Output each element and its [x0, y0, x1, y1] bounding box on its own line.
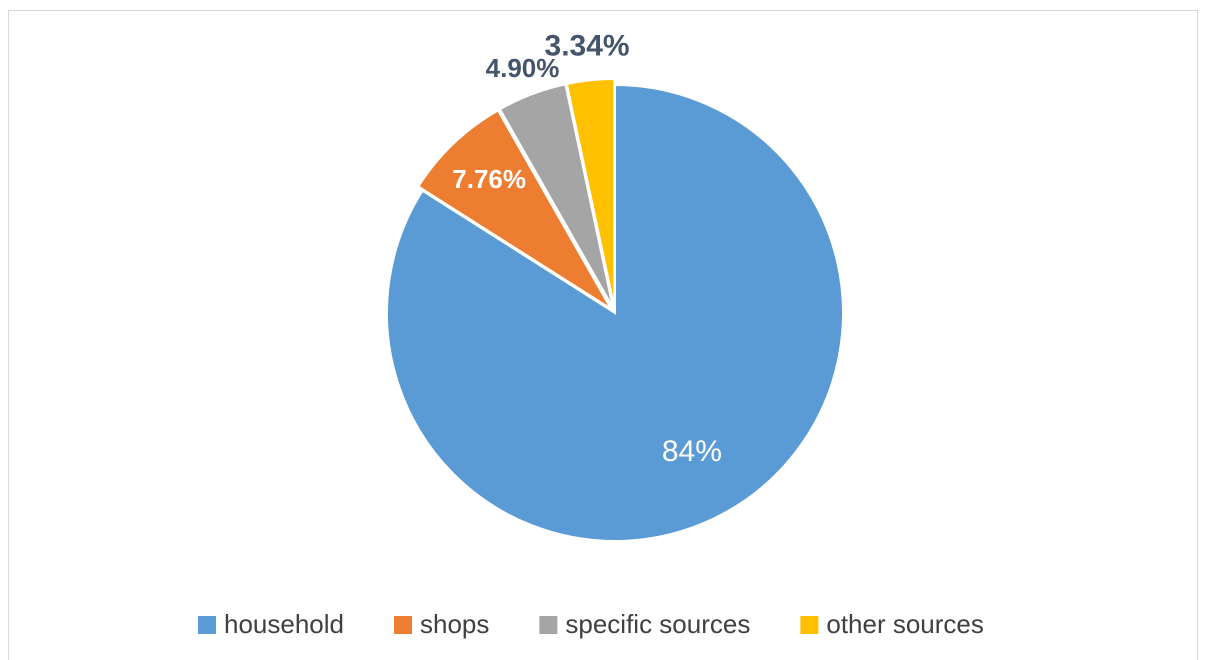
- legend-swatch: [539, 616, 558, 634]
- legend-label: specific sources: [565, 609, 750, 639]
- data-label: 4.90%: [486, 53, 560, 83]
- data-label: 7.76%: [452, 164, 526, 194]
- pie-slice: [386, 83, 844, 542]
- pie-slice: [416, 109, 612, 310]
- legend-label: other sources: [826, 609, 984, 639]
- legend-swatch: [394, 616, 412, 634]
- pie-slice: [565, 78, 616, 308]
- legend-label: household: [224, 609, 344, 639]
- data-label: 3.34%: [545, 30, 630, 63]
- data-label: 84%: [662, 435, 722, 468]
- pie-slice: [498, 83, 614, 308]
- legend-swatch: [198, 616, 216, 634]
- legend-swatch: [800, 616, 819, 634]
- legend-label: shops: [420, 609, 489, 639]
